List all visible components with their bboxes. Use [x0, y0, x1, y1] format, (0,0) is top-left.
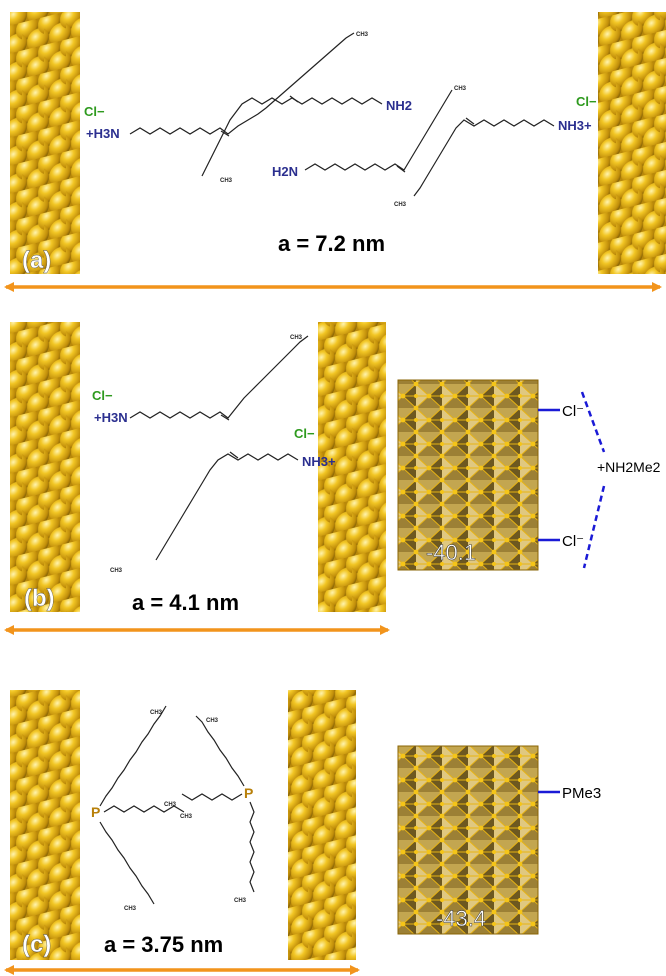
panel-tag-b: (b)	[24, 585, 55, 612]
methyl-c2: CH3	[180, 814, 193, 820]
chloride-right-a: Cl−	[576, 94, 597, 109]
ligand-c: PMe3	[562, 785, 601, 802]
oleylamine-chain-b1	[129, 335, 309, 419]
amine-a1: NH2	[386, 98, 412, 113]
nanorod-right-b	[318, 322, 386, 612]
methyl-c6: CH3	[234, 898, 247, 904]
methyl-a3: CH3	[454, 86, 467, 92]
nanorod-right-a	[598, 12, 666, 274]
ligand-top-b: Cl⁻	[562, 403, 584, 420]
spacing-label-a: a = 7.2 nm	[278, 231, 385, 256]
oleylamine-chain-b2	[155, 453, 299, 561]
cluster-model-b	[397, 379, 539, 571]
methyl-c1: CH3	[150, 710, 163, 716]
phosphorus-c2: P	[244, 785, 253, 801]
octyl-chain-c2a	[195, 715, 245, 787]
oleylamine-chain-a4	[413, 119, 555, 197]
oleylamine-chain-a3	[304, 89, 453, 171]
hydrogen-bond-bottom-b	[582, 485, 606, 569]
ammonium-head-right-a: NH3+	[558, 118, 592, 133]
methyl-b1: CH3	[290, 335, 303, 341]
panel-tag-c: (c)	[22, 931, 51, 958]
methyl-b2: CH3	[110, 568, 123, 574]
cluster-model-c	[397, 745, 539, 935]
octyl-chain-c1a	[99, 705, 167, 807]
methyl-c3: CH3	[124, 906, 137, 912]
amine-a2: H2N	[272, 164, 298, 179]
methyl-c5: CH3	[164, 802, 177, 808]
cluster-energy-b: -40.1	[426, 540, 476, 565]
methyl-a1: CH3	[356, 32, 369, 38]
chloride-left-a: Cl−	[84, 104, 105, 119]
ligand-bottom-b: Cl⁻	[562, 533, 584, 550]
chloride-right-b: Cl−	[294, 426, 315, 441]
methyl-a2: CH3	[220, 178, 233, 184]
chloride-left-b: Cl−	[92, 388, 113, 403]
oleylamine-chain-a1	[129, 32, 355, 135]
ammonium-head-right-b: NH3+	[302, 454, 336, 469]
ammonium-head-left-a: +H3N	[86, 126, 120, 141]
nanorod-left-c	[10, 690, 80, 960]
methyl-c4: CH3	[206, 718, 219, 724]
bridging-cation-b: +NH2Me2	[597, 459, 661, 475]
oleylamine-chain-a2	[201, 97, 383, 177]
panel-c: (c) P CH3 CH3 CH3 P CH3 CH3 CH3 a = 3.75…	[4, 690, 601, 975]
panel-tag-a: (a)	[22, 247, 51, 274]
octyl-chain-c1c	[99, 821, 155, 905]
panel-a: (a) Cl− +H3N CH3 NH2 CH3 H2N CH3 Cl− NH3…	[4, 12, 666, 292]
octyl-chain-c1b	[103, 805, 185, 813]
spacing-label-c: a = 3.75 nm	[104, 932, 223, 957]
nanorod-right-c	[288, 690, 356, 960]
ammonium-head-left-b: +H3N	[94, 410, 128, 425]
nanorod-left-a	[10, 12, 80, 274]
nanorod-left-b	[10, 322, 80, 612]
spacing-label-b: a = 4.1 nm	[132, 590, 239, 615]
panel-b: (b) Cl− +H3N CH3 Cl− NH3+ CH3 a = 4.1 nm…	[4, 322, 661, 635]
phosphorus-c1: P	[91, 804, 100, 820]
octyl-chain-c2c	[249, 801, 255, 893]
octyl-chain-c2b	[181, 793, 243, 801]
methyl-a4: CH3	[394, 202, 407, 208]
cluster-energy-c: -43.4	[436, 906, 486, 931]
hydrogen-bond-top-b	[580, 391, 606, 453]
